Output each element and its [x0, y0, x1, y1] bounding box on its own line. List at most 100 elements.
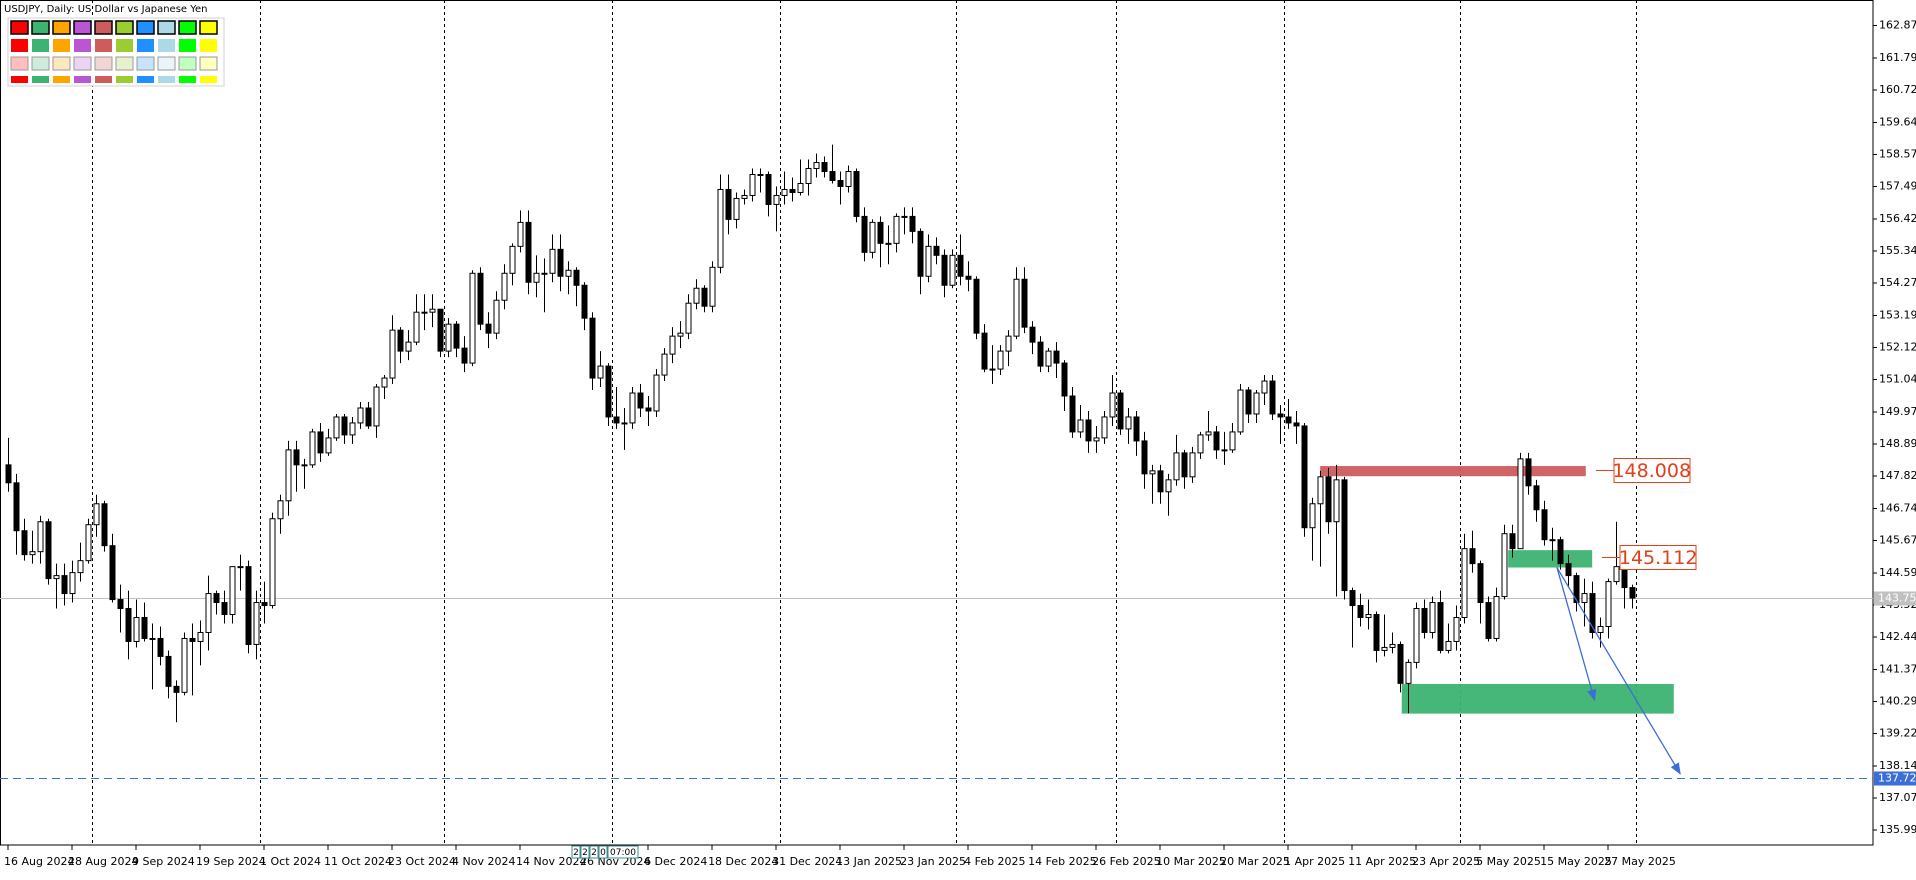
palette-swatch: [157, 56, 176, 71]
time-scroll-box: [598, 845, 608, 859]
candle-body: [741, 194, 748, 199]
candle-body: [629, 392, 636, 424]
candle-body: [1053, 350, 1060, 364]
palette-swatch: [115, 56, 134, 71]
price-line-tag: [1874, 771, 1916, 786]
x-tick-label: 6 Dec 2024: [644, 855, 707, 868]
candle-body: [1405, 661, 1412, 684]
candle-body: [909, 215, 916, 232]
candle-body: [213, 593, 220, 604]
candle-body: [1045, 350, 1052, 367]
x-tick-label: 31 Dec 2024: [772, 855, 842, 868]
candle-body: [357, 407, 364, 424]
candle-body: [1445, 640, 1452, 651]
y-tick-label: 142.445: [1879, 630, 1916, 643]
x-tick-label: 4 Feb 2025: [964, 855, 1025, 868]
palette-swatch: [137, 76, 154, 83]
candle-body: [773, 194, 780, 205]
candle-body: [1437, 602, 1444, 651]
candle-body: [717, 188, 724, 268]
candle-body: [957, 254, 964, 277]
candle-body: [653, 374, 660, 412]
palette-swatch: [95, 39, 112, 52]
palette-swatch: [73, 20, 92, 35]
x-tick-label: 5 May 2025: [1476, 855, 1541, 868]
time-scroll-label: 2: [573, 848, 579, 858]
candle-body: [997, 350, 1004, 370]
palette-swatch: [11, 39, 28, 52]
candle-body: [933, 245, 940, 256]
candle-body: [1541, 509, 1548, 541]
y-tick-label: 152.120: [1879, 341, 1916, 354]
candle-body: [661, 353, 668, 376]
candle-body: [1077, 419, 1084, 433]
candle-body: [37, 521, 44, 553]
palette-swatch: [137, 39, 154, 52]
x-tick-label: 23 Jan 2025: [900, 855, 966, 868]
x-tick-label: 13 Jan 2025: [836, 855, 902, 868]
zone-label-box: [1613, 458, 1691, 484]
candle-body: [581, 284, 588, 319]
palette-swatch: [199, 20, 218, 35]
candle-body: [477, 272, 484, 325]
candle-body: [597, 365, 604, 379]
candle-body: [29, 551, 36, 556]
candle-body: [1389, 643, 1396, 648]
candle-body: [493, 299, 500, 334]
candle-body: [749, 174, 756, 196]
y-tick-label: 162.870: [1879, 19, 1916, 32]
palette-swatch: [10, 20, 29, 35]
candle-body: [845, 171, 852, 187]
candle-body: [269, 518, 276, 607]
candle-body: [125, 608, 132, 642]
candle-body: [293, 449, 300, 466]
candle-body: [709, 266, 716, 307]
y-tick-label: 154.270: [1879, 276, 1916, 289]
candle-body: [1157, 470, 1164, 493]
candle-body: [781, 188, 788, 196]
candle-body: [869, 221, 876, 253]
candle-body: [701, 287, 708, 307]
palette-swatch: [10, 56, 29, 71]
zone: [1401, 683, 1674, 714]
candle-body: [373, 386, 380, 427]
candle-body: [157, 637, 164, 657]
candle-body: [1069, 395, 1076, 433]
candle-body: [101, 503, 108, 547]
candle-body: [461, 347, 468, 364]
candle-body: [85, 524, 92, 562]
candle-body: [837, 179, 844, 187]
candle-body: [1421, 608, 1428, 633]
candle-body: [1149, 470, 1156, 475]
palette-swatch: [94, 20, 113, 35]
candle-body: [341, 416, 348, 436]
x-tick-label: 1 Apr 2025: [1284, 855, 1345, 868]
candle-body: [1061, 362, 1068, 397]
candle-body: [1317, 476, 1324, 505]
candle-body: [301, 464, 308, 467]
candle-body: [1141, 440, 1148, 475]
candle-body: [1285, 416, 1292, 424]
candle-body: [181, 637, 188, 693]
candle-body: [445, 323, 452, 352]
x-tick-label: 23 Apr 2025: [1412, 855, 1480, 868]
candle-body: [877, 221, 884, 244]
candle-body: [453, 323, 460, 349]
x-tick-label: 10 Mar 2025: [1156, 855, 1226, 868]
candle-body: [1085, 419, 1092, 442]
candle-body: [1469, 548, 1476, 565]
candle-body: [821, 162, 828, 173]
candle-body: [565, 269, 572, 277]
candle-body: [13, 482, 20, 532]
y-tick-label: 151.045: [1879, 373, 1916, 386]
candle-body: [325, 437, 332, 454]
candle-body: [149, 637, 156, 640]
candle-body: [501, 272, 508, 301]
candle-body: [261, 602, 268, 607]
candle-body: [1589, 593, 1596, 633]
candle-body: [1485, 602, 1492, 639]
candle-body: [277, 500, 284, 520]
candle-body: [557, 248, 564, 277]
candle-body: [333, 416, 340, 439]
time-scroll-label: 07:00: [610, 848, 636, 858]
